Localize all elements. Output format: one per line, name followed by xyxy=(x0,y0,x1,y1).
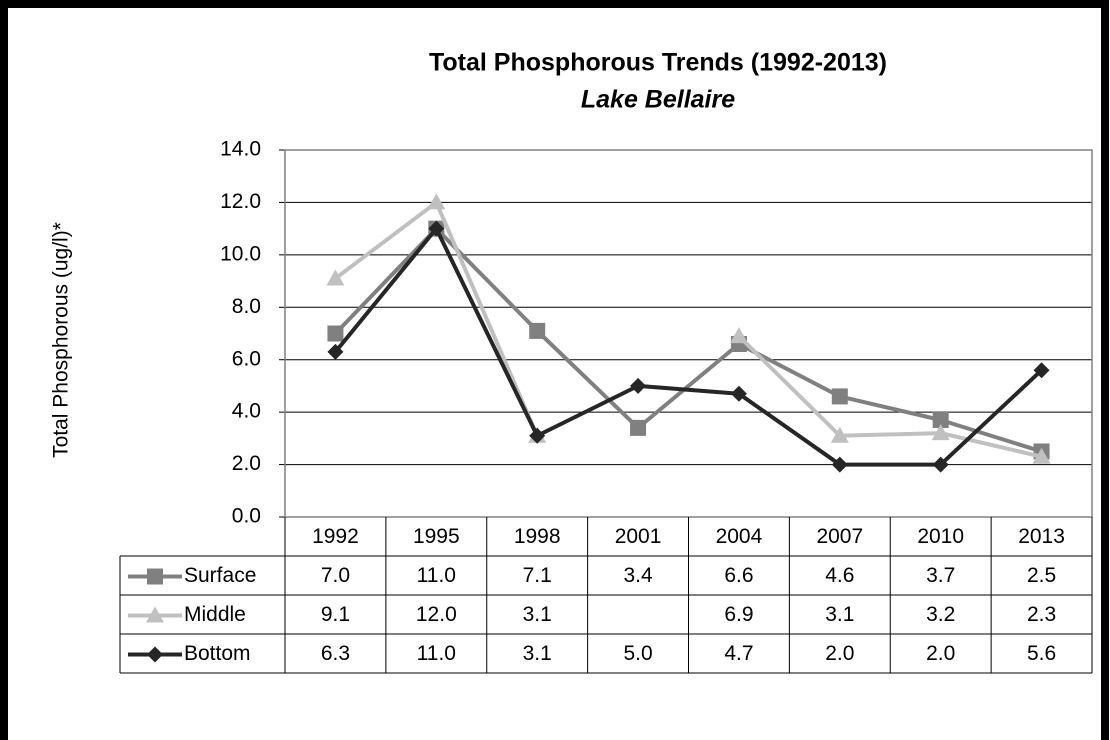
table-value: 6.6 xyxy=(724,564,753,587)
marker xyxy=(529,427,546,444)
marker xyxy=(831,456,848,473)
marker xyxy=(932,456,949,473)
marker xyxy=(327,343,344,360)
marker xyxy=(147,568,163,585)
x-tick-label: 1998 xyxy=(514,525,561,548)
x-tick-label: 1992 xyxy=(312,525,359,548)
table-value: 3.2 xyxy=(926,603,955,626)
series-line xyxy=(333,226,1043,467)
table-value: 11.0 xyxy=(417,564,456,587)
table-value: 3.1 xyxy=(523,642,552,665)
marker xyxy=(730,385,747,402)
chart-subtitle: Lake Bellaire xyxy=(581,86,735,114)
marker xyxy=(830,426,849,443)
marker xyxy=(931,424,950,441)
x-tick-label: 2001 xyxy=(615,525,662,548)
y-tick-label: 2.0 xyxy=(232,452,261,475)
table-value: 9.1 xyxy=(321,603,350,626)
table-value: 6.3 xyxy=(321,642,350,665)
legend-label: Bottom xyxy=(184,642,251,665)
series-line xyxy=(737,334,1043,459)
marker xyxy=(932,412,949,429)
table-value: 2.0 xyxy=(926,642,955,665)
table-value: 3.1 xyxy=(523,603,552,626)
y-tick-label: 12.0 xyxy=(220,190,261,213)
y-tick-label: 4.0 xyxy=(232,400,261,423)
table-value: 4.6 xyxy=(825,564,854,587)
table-value: 4.7 xyxy=(724,642,753,665)
table-value: 6.9 xyxy=(724,603,753,626)
table-value: 2.5 xyxy=(1027,564,1056,587)
legend-label: Surface xyxy=(184,564,256,587)
y-tick-label: 10.0 xyxy=(220,242,261,265)
marker xyxy=(630,377,647,394)
table-value: 12.0 xyxy=(416,603,457,626)
y-axis-label: Total Phosphorous (ug/l)* xyxy=(50,222,73,458)
y-tick-label: 0.0 xyxy=(232,505,261,528)
x-tick-label: 2007 xyxy=(816,525,863,548)
marker xyxy=(729,327,748,344)
x-tick-label: 2010 xyxy=(917,525,964,548)
marker xyxy=(427,193,446,210)
marker xyxy=(146,606,164,623)
marker xyxy=(831,388,848,405)
x-tick-label: 2013 xyxy=(1018,525,1065,548)
x-tick-label: 1995 xyxy=(413,525,460,548)
x-tick-label: 2004 xyxy=(716,525,763,548)
table-value: 3.1 xyxy=(825,603,854,626)
table-value: 7.0 xyxy=(321,564,350,587)
marker xyxy=(326,269,345,286)
table-value: 2.0 xyxy=(825,642,854,665)
y-tick-label: 8.0 xyxy=(232,295,261,318)
marker xyxy=(428,220,445,237)
y-tick-label: 14.0 xyxy=(220,138,261,161)
marker xyxy=(1033,362,1050,379)
table-value: 5.6 xyxy=(1027,642,1056,665)
marker xyxy=(327,325,344,342)
table-value: 3.4 xyxy=(623,564,653,587)
chart-title: Total Phosphorous Trends (1992-2013) xyxy=(429,49,887,77)
table-value: 7.1 xyxy=(523,564,552,587)
table-value: 5.0 xyxy=(623,642,652,665)
marker xyxy=(1032,447,1051,464)
marker xyxy=(630,419,647,436)
legend-label: Middle xyxy=(184,603,246,626)
table-value: 2.3 xyxy=(1027,603,1056,626)
y-tick-label: 6.0 xyxy=(232,347,261,370)
table-value: 11.0 xyxy=(417,642,456,665)
table-value: 3.7 xyxy=(926,564,955,587)
marker xyxy=(529,322,546,339)
marker xyxy=(147,646,163,663)
